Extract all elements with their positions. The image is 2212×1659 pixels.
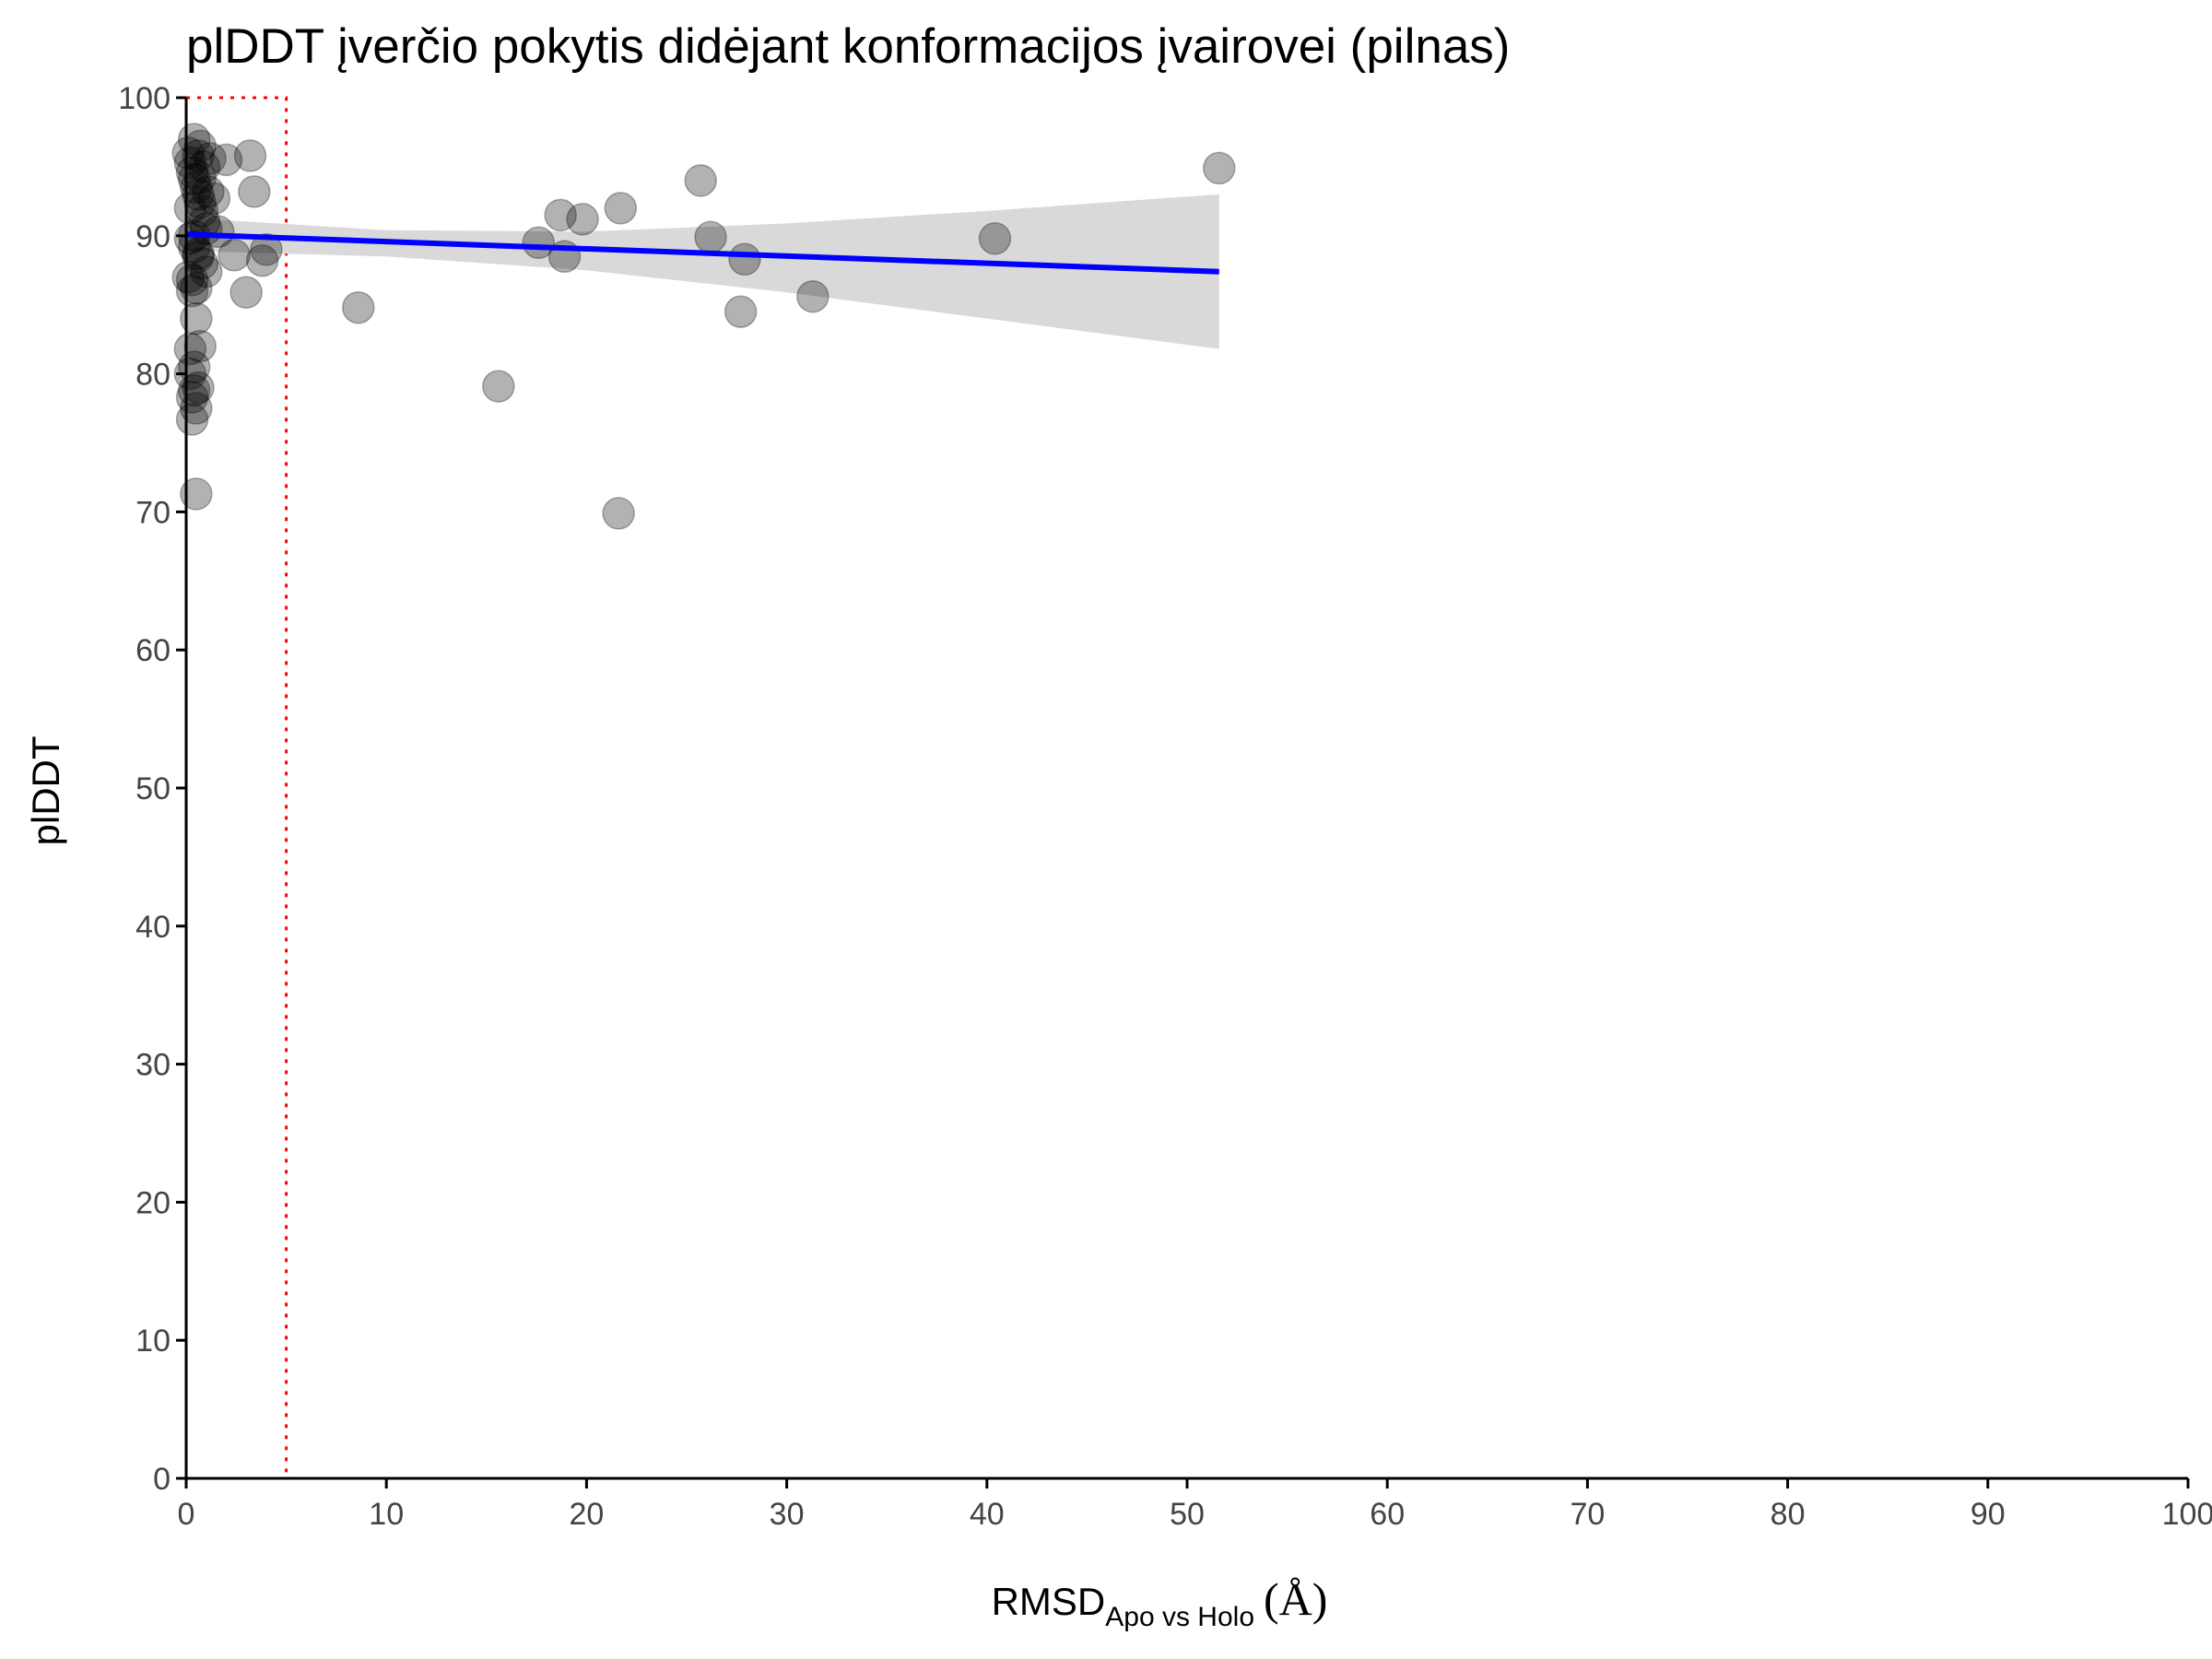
data-point: [229, 276, 263, 309]
x-axis-ticks: 0 10 20 30 40 50 60 70 80 90 100: [178, 1478, 2212, 1532]
data-point: [175, 156, 209, 189]
data-point: [180, 392, 213, 425]
data-point: [182, 240, 215, 274]
data-point: [250, 233, 283, 266]
data-point: [209, 143, 243, 177]
data-point: [1203, 151, 1236, 185]
y-tick-label: 10: [135, 1324, 171, 1359]
data-point: [173, 332, 207, 366]
y-tick-label: 70: [135, 495, 171, 530]
data-point: [482, 370, 515, 403]
y-tick-label: 100: [118, 81, 171, 116]
x-tick-label: 70: [1570, 1497, 1605, 1532]
data-point: [728, 242, 761, 276]
axes: 0 10 20 30 40 50 60 70 80 90 100 0 10 20 30 40 50 60 70 80…: [118, 81, 2212, 1532]
x-tick-label: 20: [569, 1497, 604, 1532]
data-point: [602, 497, 635, 530]
data-point: [194, 142, 227, 175]
data-point: [245, 244, 279, 277]
confidence-ribbon: [186, 194, 1219, 349]
data-point: [183, 186, 217, 219]
data-point: [177, 373, 211, 407]
y-tick-label: 30: [135, 1048, 171, 1083]
data-point: [175, 274, 209, 308]
data-point: [173, 146, 207, 180]
data-point: [796, 279, 830, 313]
x-tick-label: 60: [1370, 1497, 1405, 1532]
data-point: [684, 164, 717, 197]
y-tick-label: 0: [153, 1462, 171, 1497]
x-axis-label-subscript: Apo vs Holo: [1105, 1602, 1254, 1632]
data-points: [171, 123, 1236, 530]
data-point: [189, 254, 223, 288]
data-point: [182, 139, 215, 172]
data-point: [171, 260, 205, 294]
x-tick-label: 0: [178, 1497, 195, 1532]
data-point: [182, 371, 215, 405]
x-tick-label: 100: [2162, 1497, 2212, 1532]
x-tick-label: 50: [1170, 1497, 1205, 1532]
x-axis-label-unit: (Å): [1264, 1573, 1327, 1625]
data-point: [218, 239, 251, 272]
y-tick-label: 50: [135, 771, 171, 806]
data-point: [180, 477, 213, 511]
x-tick-label: 30: [770, 1497, 805, 1532]
y-tick-label: 90: [135, 219, 171, 254]
x-tick-label: 10: [369, 1497, 404, 1532]
data-point: [171, 136, 205, 170]
data-point: [342, 290, 375, 324]
data-point: [694, 220, 727, 254]
data-point: [182, 237, 215, 271]
x-tick-label: 90: [1971, 1497, 2006, 1532]
data-point: [238, 175, 271, 208]
data-point: [175, 381, 209, 414]
data-point: [183, 129, 217, 163]
data-point: [197, 182, 231, 216]
x-tick-label: 40: [970, 1497, 1005, 1532]
plot-area: [171, 96, 1236, 1480]
data-point: [544, 198, 577, 232]
data-point: [175, 263, 209, 297]
trend-line: [185, 231, 1219, 275]
data-point: [180, 301, 213, 335]
data-point: [173, 222, 207, 255]
y-tick-label: 60: [135, 633, 171, 668]
x-axis-label-main: RMSD: [992, 1580, 1106, 1623]
data-point: [183, 161, 217, 194]
data-point: [566, 203, 599, 236]
x-axis-label: RMSDApo vs Holo (Å): [992, 1573, 1328, 1632]
data-point: [175, 403, 209, 436]
y-tick-label: 20: [135, 1185, 171, 1220]
data-point: [187, 150, 221, 183]
data-point: [522, 226, 556, 260]
data-point: [173, 192, 207, 225]
data-point: [180, 171, 213, 205]
data-point: [604, 192, 638, 225]
data-point: [202, 215, 235, 249]
y-tick-label: 80: [135, 358, 171, 393]
chart-title: plDDT įverčio pokytis didėjant konformac…: [186, 19, 1510, 74]
data-point: [724, 295, 758, 328]
data-point: [192, 175, 225, 208]
data-point: [233, 139, 267, 172]
data-point: [183, 329, 217, 363]
y-axis-ticks: 0 10 20 30 40 50 60 70 80 90 100: [118, 81, 186, 1497]
y-tick-label: 40: [135, 910, 171, 945]
y-axis-label: plDDT: [24, 735, 67, 845]
data-point: [978, 222, 1012, 255]
data-point: [180, 271, 213, 305]
data-point: [182, 178, 215, 211]
data-point: [173, 357, 207, 391]
x-tick-label: 80: [1771, 1497, 1806, 1532]
